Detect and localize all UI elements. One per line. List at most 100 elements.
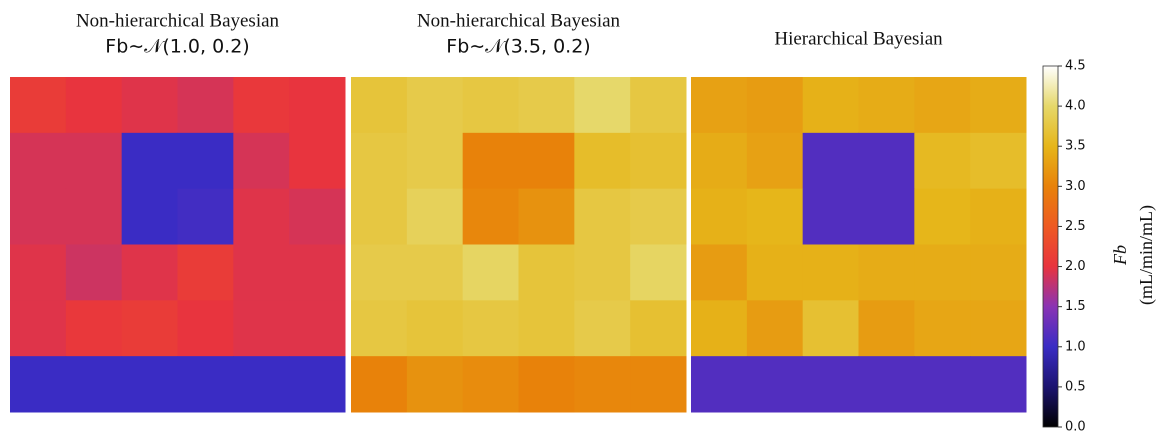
colorbar-tick-label: 2.0 bbox=[1065, 259, 1086, 274]
heatmap-cell bbox=[121, 188, 178, 245]
heatmap-cell bbox=[970, 300, 1027, 357]
heatmap-cell bbox=[10, 300, 67, 357]
heatmap-cell bbox=[177, 300, 234, 357]
heatmap-cell bbox=[858, 300, 915, 357]
heatmap-cell bbox=[406, 244, 464, 301]
heatmap-cell bbox=[462, 356, 519, 413]
heatmap-cell bbox=[65, 300, 123, 357]
heatmap-cell bbox=[177, 77, 234, 134]
panel-subtitle: Fb∼𝒩(3.5, 0.2) bbox=[446, 36, 590, 58]
heatmap-cell bbox=[970, 132, 1027, 190]
heatmap-cell bbox=[746, 188, 804, 245]
heatmap-cell bbox=[65, 244, 123, 301]
heatmap-cell bbox=[351, 356, 408, 413]
heatmap-cell bbox=[351, 188, 408, 245]
heatmap-cell bbox=[177, 132, 234, 190]
heatmap-cell bbox=[858, 188, 915, 245]
heatmap-cell bbox=[10, 244, 67, 301]
colorbar-tick-label: 1.5 bbox=[1065, 299, 1086, 314]
heatmap-cell bbox=[462, 132, 519, 190]
heatmap-cell bbox=[802, 300, 859, 357]
heatmap-cell bbox=[746, 356, 804, 413]
colorbar-tick-label: 4.5 bbox=[1065, 59, 1086, 74]
heatmap-cell bbox=[289, 188, 346, 245]
heatmap-cell bbox=[970, 356, 1027, 413]
heatmap-cell bbox=[970, 188, 1027, 245]
heatmap-cell bbox=[121, 244, 178, 301]
heatmap-cell bbox=[746, 244, 804, 301]
heatmap-cell bbox=[65, 77, 123, 134]
heatmap-cell bbox=[518, 300, 575, 357]
colorbar-tick-label: 1.0 bbox=[1065, 339, 1086, 354]
heatmap-cell bbox=[914, 188, 971, 245]
colorbar-tick-label: 4.0 bbox=[1065, 99, 1086, 114]
heatmap-cell bbox=[406, 188, 464, 245]
heatmap-cell bbox=[630, 132, 687, 190]
heatmap-cell bbox=[233, 300, 290, 357]
heatmap-cell bbox=[351, 244, 408, 301]
heatmap-cell bbox=[970, 77, 1027, 134]
heatmap-cell bbox=[858, 244, 915, 301]
heatmap-cell bbox=[177, 356, 234, 413]
heatmap-cell bbox=[462, 244, 519, 301]
heatmap-cell bbox=[574, 244, 631, 301]
heatmap-cell bbox=[858, 77, 915, 134]
heatmap-cell bbox=[630, 188, 687, 245]
heatmap-cell bbox=[691, 356, 748, 413]
heatmap-cell bbox=[65, 356, 123, 413]
heatmap-cell bbox=[746, 132, 804, 190]
heatmap-cell bbox=[406, 132, 464, 190]
heatmap-cell bbox=[746, 300, 804, 357]
heatmap-cell bbox=[233, 244, 290, 301]
heatmap-cell bbox=[691, 77, 748, 134]
heatmap-cell bbox=[289, 300, 346, 357]
heatmap-cell bbox=[630, 244, 687, 301]
heatmap-cell bbox=[177, 244, 234, 301]
heatmap-cell bbox=[65, 188, 123, 245]
panel-title: Hierarchical Bayesian bbox=[774, 28, 943, 49]
heatmap-cell bbox=[65, 132, 123, 190]
heatmap-cell bbox=[630, 77, 687, 134]
heatmap-cell bbox=[691, 132, 748, 190]
heatmap-cell bbox=[289, 77, 346, 134]
heatmap-cell bbox=[518, 77, 575, 134]
heatmap-cell bbox=[121, 356, 178, 413]
heatmap-cell bbox=[462, 77, 519, 134]
heatmap-cell bbox=[10, 132, 67, 190]
heatmap-cell bbox=[351, 77, 408, 134]
heatmap-cell bbox=[233, 356, 290, 413]
colorbar bbox=[1042, 65, 1059, 428]
heatmap-cell bbox=[691, 188, 748, 245]
heatmap-cell bbox=[574, 356, 631, 413]
heatmap-cell bbox=[121, 300, 178, 357]
heatmap-cell bbox=[802, 356, 859, 413]
heatmap-cell bbox=[10, 356, 67, 413]
heatmap-cell bbox=[289, 132, 346, 190]
heatmap-cell bbox=[233, 188, 290, 245]
heatmap-cell bbox=[351, 132, 408, 190]
heatmap-cell bbox=[406, 300, 464, 357]
heatmap-cell bbox=[406, 356, 464, 413]
heatmap-cell bbox=[177, 188, 234, 245]
heatmap-cell bbox=[518, 132, 575, 190]
heatmap-cell bbox=[462, 300, 519, 357]
heatmap-cell bbox=[518, 356, 575, 413]
colorbar-unit: (mL/min/mL) bbox=[1136, 205, 1157, 305]
heatmap-cell bbox=[914, 300, 971, 357]
colorbar-tick-label: 2.5 bbox=[1065, 219, 1086, 234]
heatmap-cell bbox=[914, 132, 971, 190]
heatmap-cell bbox=[914, 356, 971, 413]
heatmap-cell bbox=[121, 77, 178, 134]
heatmap-cell bbox=[518, 188, 575, 245]
heatmap-cell bbox=[574, 77, 631, 134]
heatmap-cell bbox=[289, 356, 346, 413]
colorbar-label: Fb bbox=[1110, 245, 1130, 266]
heatmap-cell bbox=[10, 188, 67, 245]
heatmap-cell bbox=[914, 77, 971, 134]
heatmap-cell bbox=[574, 132, 631, 190]
heatmap-cell bbox=[233, 77, 290, 134]
heatmap-cell bbox=[574, 300, 631, 357]
heatmap-cell bbox=[802, 132, 859, 190]
panel-subtitle: Fb∼𝒩(1.0, 0.2) bbox=[105, 36, 249, 58]
heatmap-cell bbox=[233, 132, 290, 190]
